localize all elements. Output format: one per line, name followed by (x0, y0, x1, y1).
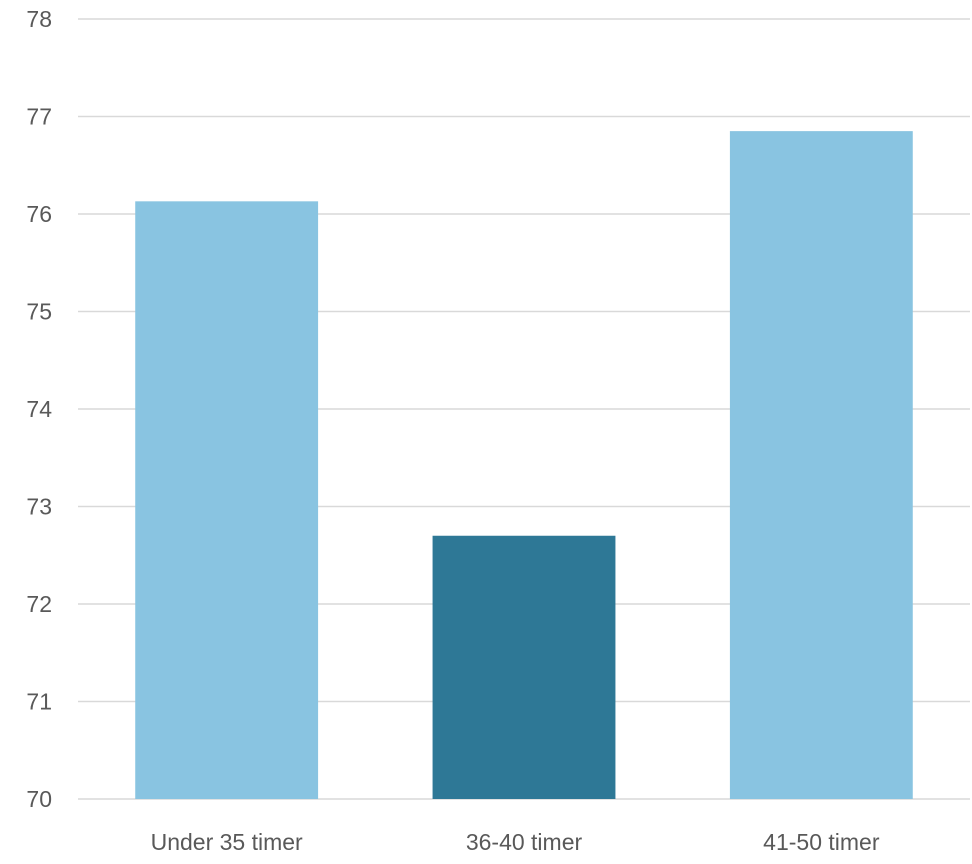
x-axis-category-labels: Under 35 timer 36-40 timer 41-50 timer (151, 829, 880, 855)
y-tick-label: 70 (26, 786, 52, 812)
y-tick-label: 76 (26, 201, 52, 227)
x-category-label: 36-40 timer (466, 829, 583, 855)
y-tick-label: 75 (26, 299, 52, 325)
bar-3 (729, 131, 913, 799)
x-category-label: Under 35 timer (151, 829, 303, 855)
y-tick-label: 78 (26, 6, 52, 32)
y-tick-label: 71 (26, 689, 52, 715)
bars (135, 131, 913, 799)
y-tick-label: 73 (26, 494, 52, 520)
y-tick-label: 77 (26, 104, 52, 130)
bar-2 (432, 535, 616, 799)
bar-1 (135, 201, 319, 799)
y-tick-label: 74 (26, 396, 52, 422)
x-category-label: 41-50 timer (763, 829, 880, 855)
y-axis-tick-labels: 70 71 72 73 74 75 76 77 78 (26, 6, 52, 812)
y-tick-label: 72 (26, 591, 52, 617)
